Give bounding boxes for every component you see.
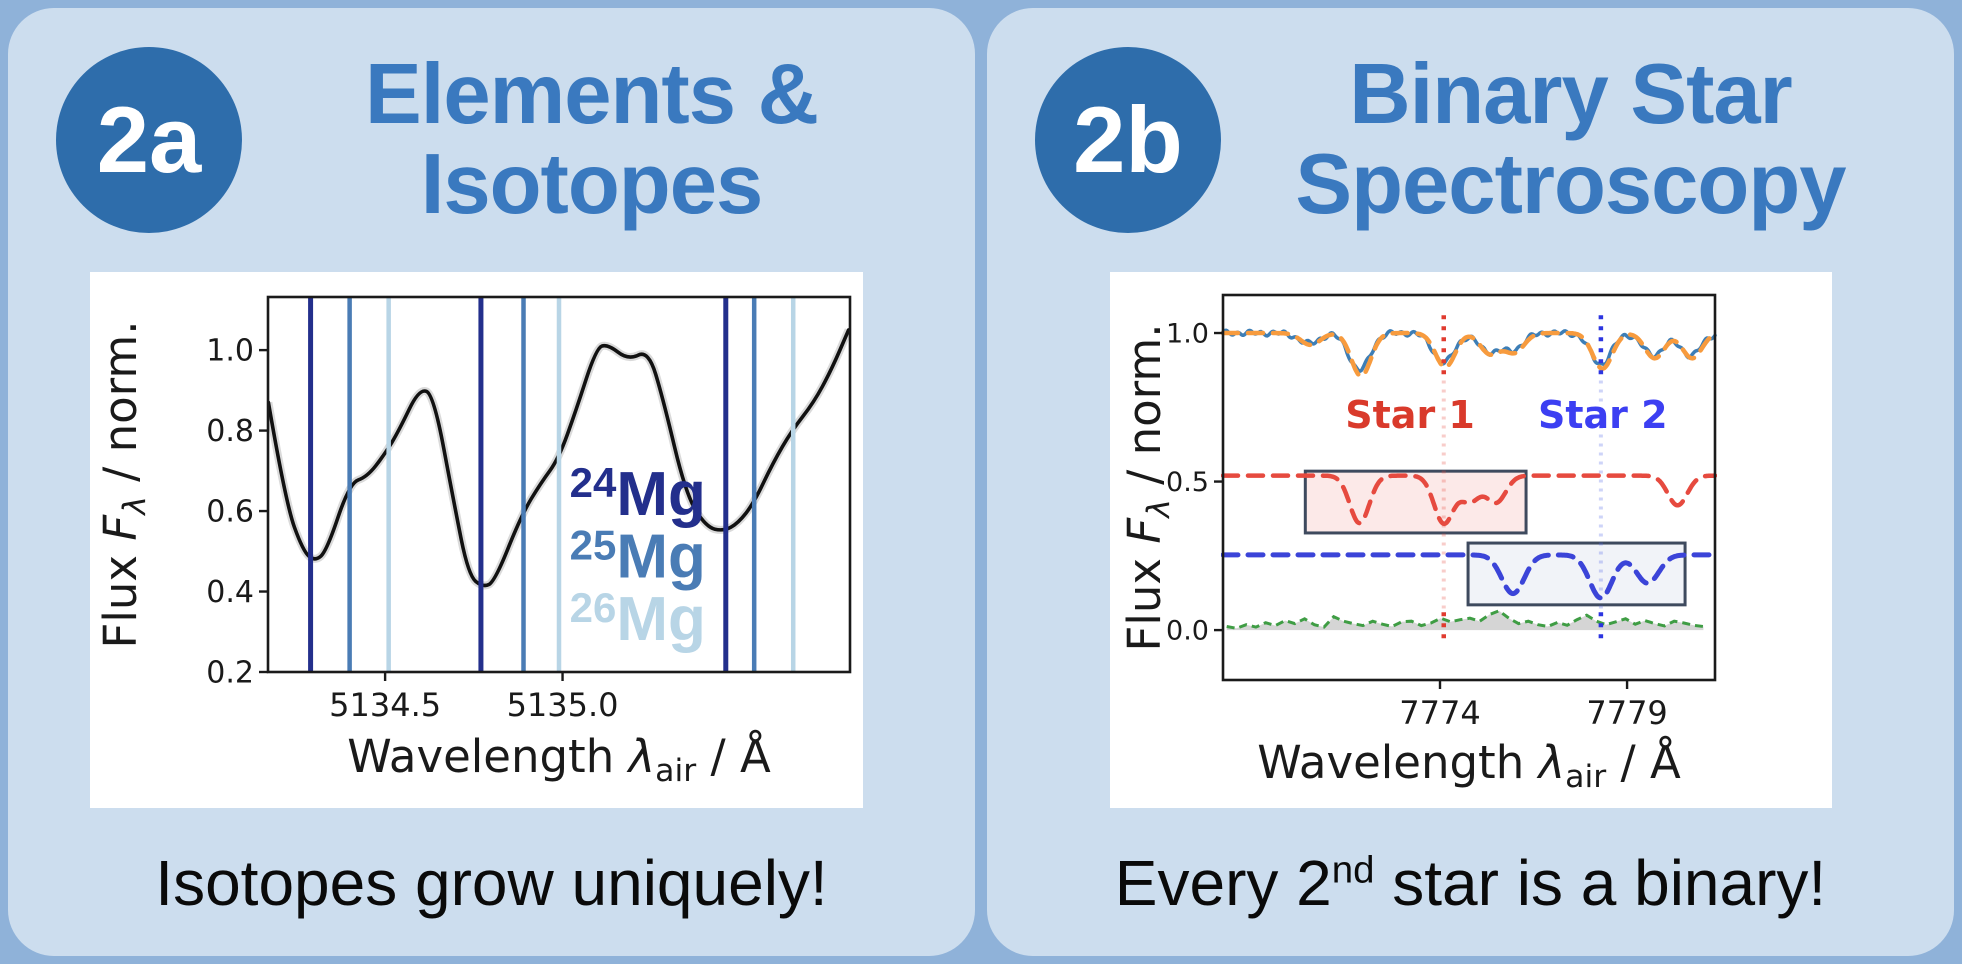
- isotope-figure: 24Mg 25Mg 26Mg 5134.5 5135.0 0.2 0.4 0.6 0.8 1.0 W…: [90, 272, 863, 808]
- svg-text:0.5: 0.5: [1166, 467, 1209, 498]
- svg-text:26Mg: 26Mg: [570, 584, 706, 654]
- badge-2a-label: 2a: [96, 87, 202, 192]
- badge-2b: 2b: [1035, 47, 1221, 233]
- svg-text:0.6: 0.6: [206, 495, 254, 530]
- badge-2b-label: 2b: [1073, 87, 1183, 192]
- panel-elements-isotopes: 2a Elements & Isotopes 24Mg 25Mg 26Mg 5134.5…: [8, 8, 975, 956]
- panel-2b-title: Binary Star Spectroscopy: [1295, 46, 1846, 232]
- svg-text:24Mg: 24Mg: [570, 459, 706, 529]
- panel-2b-caption: Every 2nd star is a binary!: [1114, 847, 1827, 919]
- badge-2a: 2a: [56, 47, 242, 233]
- svg-text:Flux Fλ / norm.: Flux Fλ / norm.: [94, 320, 153, 648]
- svg-text:Wavelength λair / Å: Wavelength λair / Å: [347, 730, 771, 789]
- svg-text:Star 2: Star 2: [1538, 393, 1668, 437]
- binary-star-spectrum-chart: Star 1 Star 2 7774 7779 0.0 0.5 1.0 Wavelength …: [1118, 293, 1717, 795]
- panel-2b-header: 2b Binary Star Spectroscopy: [1035, 32, 1920, 248]
- panel-2a-title: Elements & Isotopes: [365, 46, 819, 232]
- svg-text:0.0: 0.0: [1166, 616, 1209, 647]
- svg-text:5135.0: 5135.0: [507, 686, 619, 724]
- svg-text:5134.5: 5134.5: [329, 686, 441, 724]
- panel-binary-spectroscopy: 2b Binary Star Spectroscopy Star 1 Star 2 7…: [987, 8, 1954, 956]
- svg-text:0.2: 0.2: [206, 656, 254, 691]
- svg-text:Star 1: Star 1: [1345, 393, 1475, 437]
- panel-2a-header: 2a Elements & Isotopes: [56, 32, 941, 248]
- binary-star-figure: Star 1 Star 2 7774 7779 0.0 0.5 1.0 Wavelength …: [1110, 272, 1832, 808]
- svg-text:7779: 7779: [1586, 694, 1667, 732]
- svg-text:0.8: 0.8: [206, 414, 254, 449]
- panel-2a-caption: Isotopes grow uniquely!: [155, 847, 828, 919]
- svg-text:7774: 7774: [1399, 694, 1480, 732]
- svg-text:1.0: 1.0: [1166, 318, 1209, 349]
- svg-text:Flux Fλ / norm.: Flux Fλ / norm.: [1118, 323, 1177, 651]
- svg-text:1.0: 1.0: [206, 334, 254, 369]
- svg-text:25Mg: 25Mg: [570, 521, 706, 591]
- svg-text:Wavelength λair / Å: Wavelength λair / Å: [1257, 736, 1681, 795]
- svg-text:0.4: 0.4: [206, 575, 254, 610]
